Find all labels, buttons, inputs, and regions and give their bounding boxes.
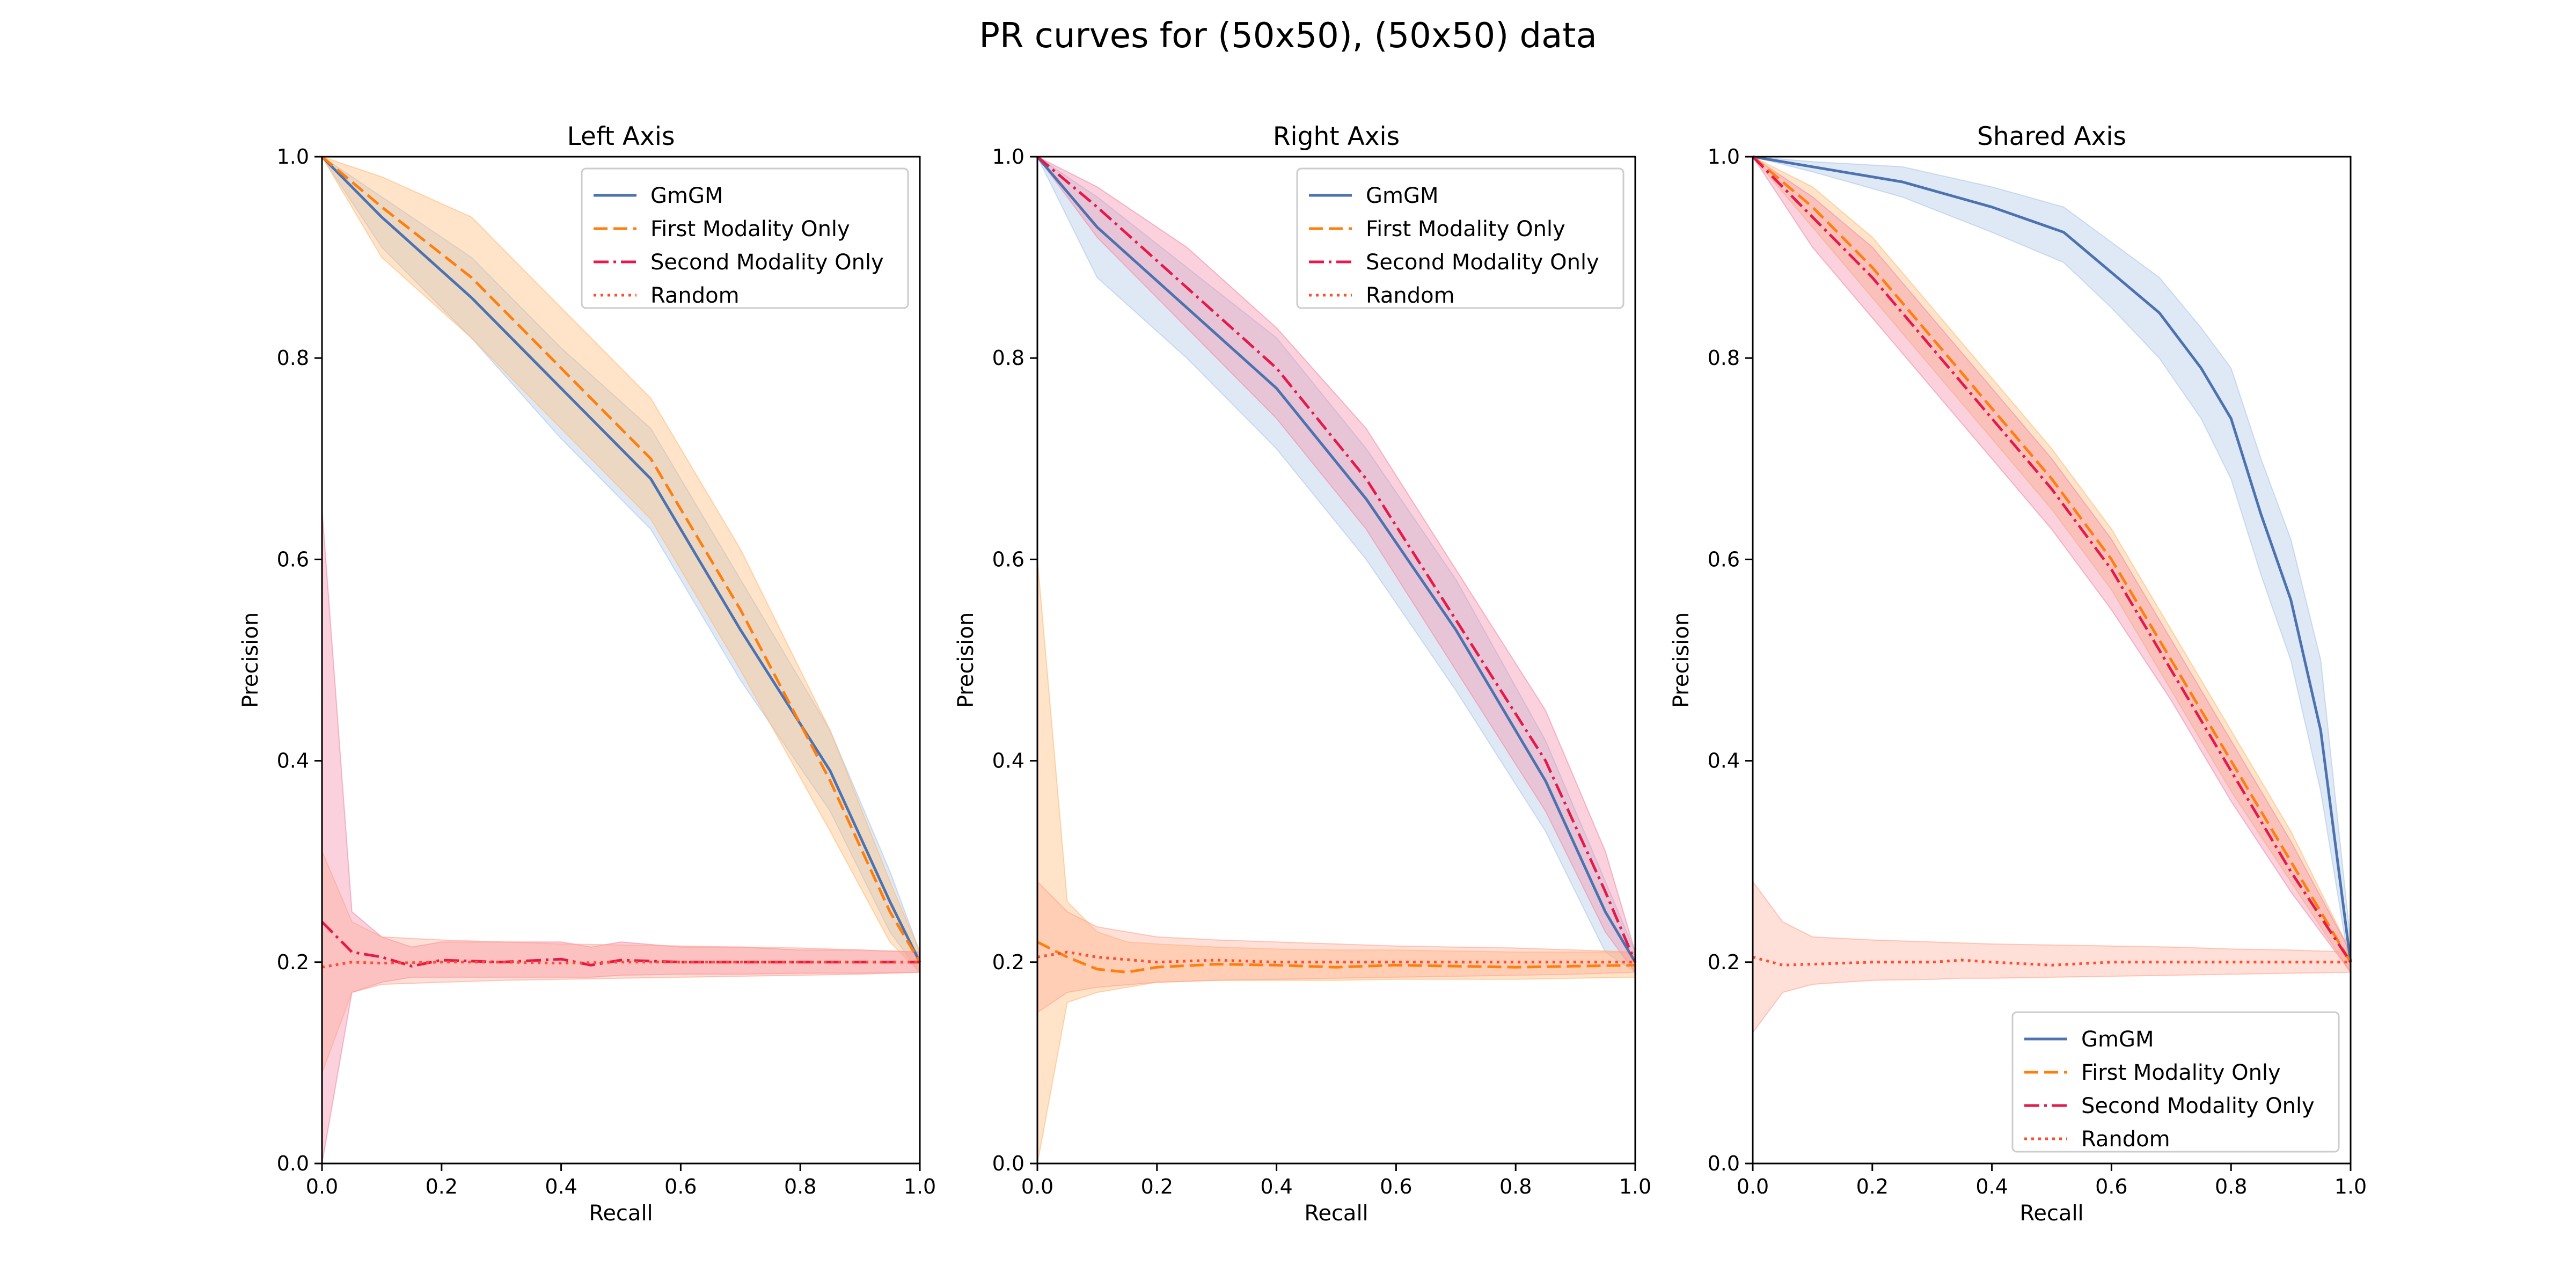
left-axis-ytick-label: 0.0 [277, 1152, 309, 1175]
left-axis-legend: GmGM First Modality Only Second Modality O… [581, 167, 909, 309]
right-axis-legend: GmGM First Modality Only Second Modality O… [1296, 167, 1624, 309]
shared-axis-ytick-label: 0.0 [1708, 1152, 1740, 1175]
right-axis-band-random [1037, 880, 1636, 1014]
right-axis-legend-box [1296, 167, 1624, 309]
left-axis-xlabel: Recall [589, 1201, 653, 1226]
right-axis-line-random [1037, 950, 1635, 964]
shared-axis-legend-label-random: Random [2081, 1127, 2170, 1152]
shared-axis-ytick-label: 0.2 [1708, 950, 1740, 974]
left-axis-xtick-label: 0.4 [545, 1175, 577, 1198]
left-axis-axes-frame [321, 156, 921, 1165]
right-axis-line-second-modality-only [1036, 156, 1637, 963]
right-axis-legend-label-gmgm: GmGM [1366, 184, 1438, 208]
shared-axis-xtick-label: 0.4 [1975, 1175, 2008, 1198]
left-axis-line-gmgm [321, 156, 921, 963]
left-axis-legend-label-first-modality-only: First Modality Only [650, 217, 850, 241]
right-axis-ytick-label: 0.6 [992, 547, 1024, 571]
left-axis-xtick-label: 0.0 [306, 1175, 338, 1198]
shared-axis-xtick-label: 0.2 [1856, 1175, 1889, 1198]
left-axis-line-random [321, 961, 920, 969]
left-axis-xtick-label: 1.0 [904, 1175, 936, 1198]
shared-axis-legend-box [2011, 1011, 2340, 1153]
right-axis-xtick-label: 0.0 [1021, 1175, 1053, 1198]
shared-axis-ytick-label: 0.8 [1708, 346, 1740, 370]
subplot-panels: 0.0 0.2 0.4 0.6 0.8 1.0 0.0 0.2 0.4 0.6 0.8 1.0 Left… [238, 122, 2367, 1226]
right-axis-line-first-modality-only [1036, 941, 1636, 974]
left-axis-legend-label-gmgm: GmGM [650, 184, 723, 208]
panel-left-axis: 0.0 0.2 0.4 0.6 0.8 1.0 0.0 0.2 0.4 0.6 0.8 1.0 Left… [238, 122, 936, 1226]
right-axis-legend-label-random: Random [1366, 283, 1455, 308]
shared-axis-ytick-label: 1.0 [1708, 145, 1740, 169]
left-axis-title: Left Axis [567, 122, 675, 151]
shared-axis-ylabel: Precision [1669, 612, 1694, 708]
shared-axis-legend: GmGM First Modality Only Second Modality O… [2011, 1011, 2340, 1153]
right-axis-ytick-label: 0.4 [992, 749, 1024, 773]
left-axis-ytick-label: 0.2 [277, 950, 309, 974]
shared-axis-legend-label-second-modality-only: Second Modality Only [2081, 1094, 2315, 1118]
left-axis-xtick-label: 0.6 [664, 1175, 697, 1198]
left-axis-legend-label-second-modality-only: Second Modality Only [650, 250, 884, 275]
right-axis-ylabel: Precision [954, 612, 978, 708]
shared-axis-ytick-label: 0.4 [1708, 749, 1740, 773]
right-axis-title: Right Axis [1273, 122, 1400, 151]
right-axis-xtick-label: 0.4 [1260, 1175, 1292, 1198]
figure-title: PR curves for (50x50), (50x50) data [979, 16, 1597, 56]
right-axis-ytick-label: 0.8 [992, 346, 1024, 370]
shared-axis-xtick-label: 0.6 [2095, 1175, 2127, 1198]
left-axis-xtick-label: 0.2 [426, 1175, 458, 1198]
left-axis-legend-box [581, 167, 909, 309]
right-axis-ytick-label: 0.0 [992, 1152, 1024, 1175]
panel-right-axis: 0.0 0.2 0.4 0.6 0.8 1.0 0.0 0.2 0.4 0.6 0.8 1.0 Righ… [954, 122, 1651, 1226]
shared-axis-xtick-label: 0.0 [1737, 1175, 1769, 1198]
shared-axis-title: Shared Axis [1977, 122, 2126, 151]
right-axis-line-gmgm [1036, 156, 1637, 963]
right-axis-legend-label-first-modality-only: First Modality Only [1366, 217, 1565, 241]
shared-axis-legend-label-gmgm: GmGM [2081, 1027, 2154, 1052]
shared-axis-axes-frame [1752, 156, 2352, 1165]
right-axis-ytick-label: 0.2 [992, 950, 1024, 974]
right-axis-xtick-label: 0.6 [1380, 1175, 1412, 1198]
left-axis-ytick-label: 0.4 [277, 749, 309, 773]
shared-axis-xtick-label: 0.8 [2215, 1175, 2247, 1198]
left-axis-legend-label-random: Random [650, 283, 740, 308]
shared-axis-line-second-modality-only [1752, 156, 2352, 963]
shared-axis-band-random [1752, 880, 2351, 1035]
left-axis-line-first-modality-only [321, 156, 921, 963]
left-axis-xtick-label: 0.8 [784, 1175, 816, 1198]
right-axis-band-first-modality-only [1037, 559, 1636, 1164]
right-axis-xtick-label: 0.8 [1499, 1175, 1532, 1198]
left-axis-ylabel: Precision [238, 612, 263, 708]
right-axis-legend-label-second-modality-only: Second Modality Only [1366, 250, 1599, 275]
shared-axis-ytick-label: 0.6 [1708, 547, 1740, 571]
left-axis-ytick-label: 1.0 [277, 145, 309, 169]
right-axis-xtick-label: 1.0 [1619, 1175, 1651, 1198]
right-axis-axes-frame [1036, 156, 1636, 1165]
left-axis-ytick-label: 0.6 [277, 547, 309, 571]
right-axis-xtick-label: 0.2 [1141, 1175, 1173, 1198]
right-axis-xlabel: Recall [1304, 1201, 1368, 1226]
shared-axis-legend-label-first-modality-only: First Modality Only [2081, 1060, 2281, 1085]
right-axis-ytick-label: 1.0 [992, 145, 1024, 169]
shared-axis-line-first-modality-only [1752, 156, 2352, 963]
panel-shared-axis: 0.0 0.2 0.4 0.6 0.8 1.0 0.0 0.2 0.4 0.6 0.8 1.0 Shar… [1669, 122, 2367, 1226]
left-axis-band-second-modality-only [321, 509, 920, 1164]
shared-axis-xlabel: Recall [2019, 1201, 2083, 1226]
shared-axis-xtick-label: 1.0 [2334, 1175, 2367, 1198]
shared-axis-line-gmgm [1752, 155, 2352, 963]
left-axis-ytick-label: 0.8 [277, 346, 309, 370]
